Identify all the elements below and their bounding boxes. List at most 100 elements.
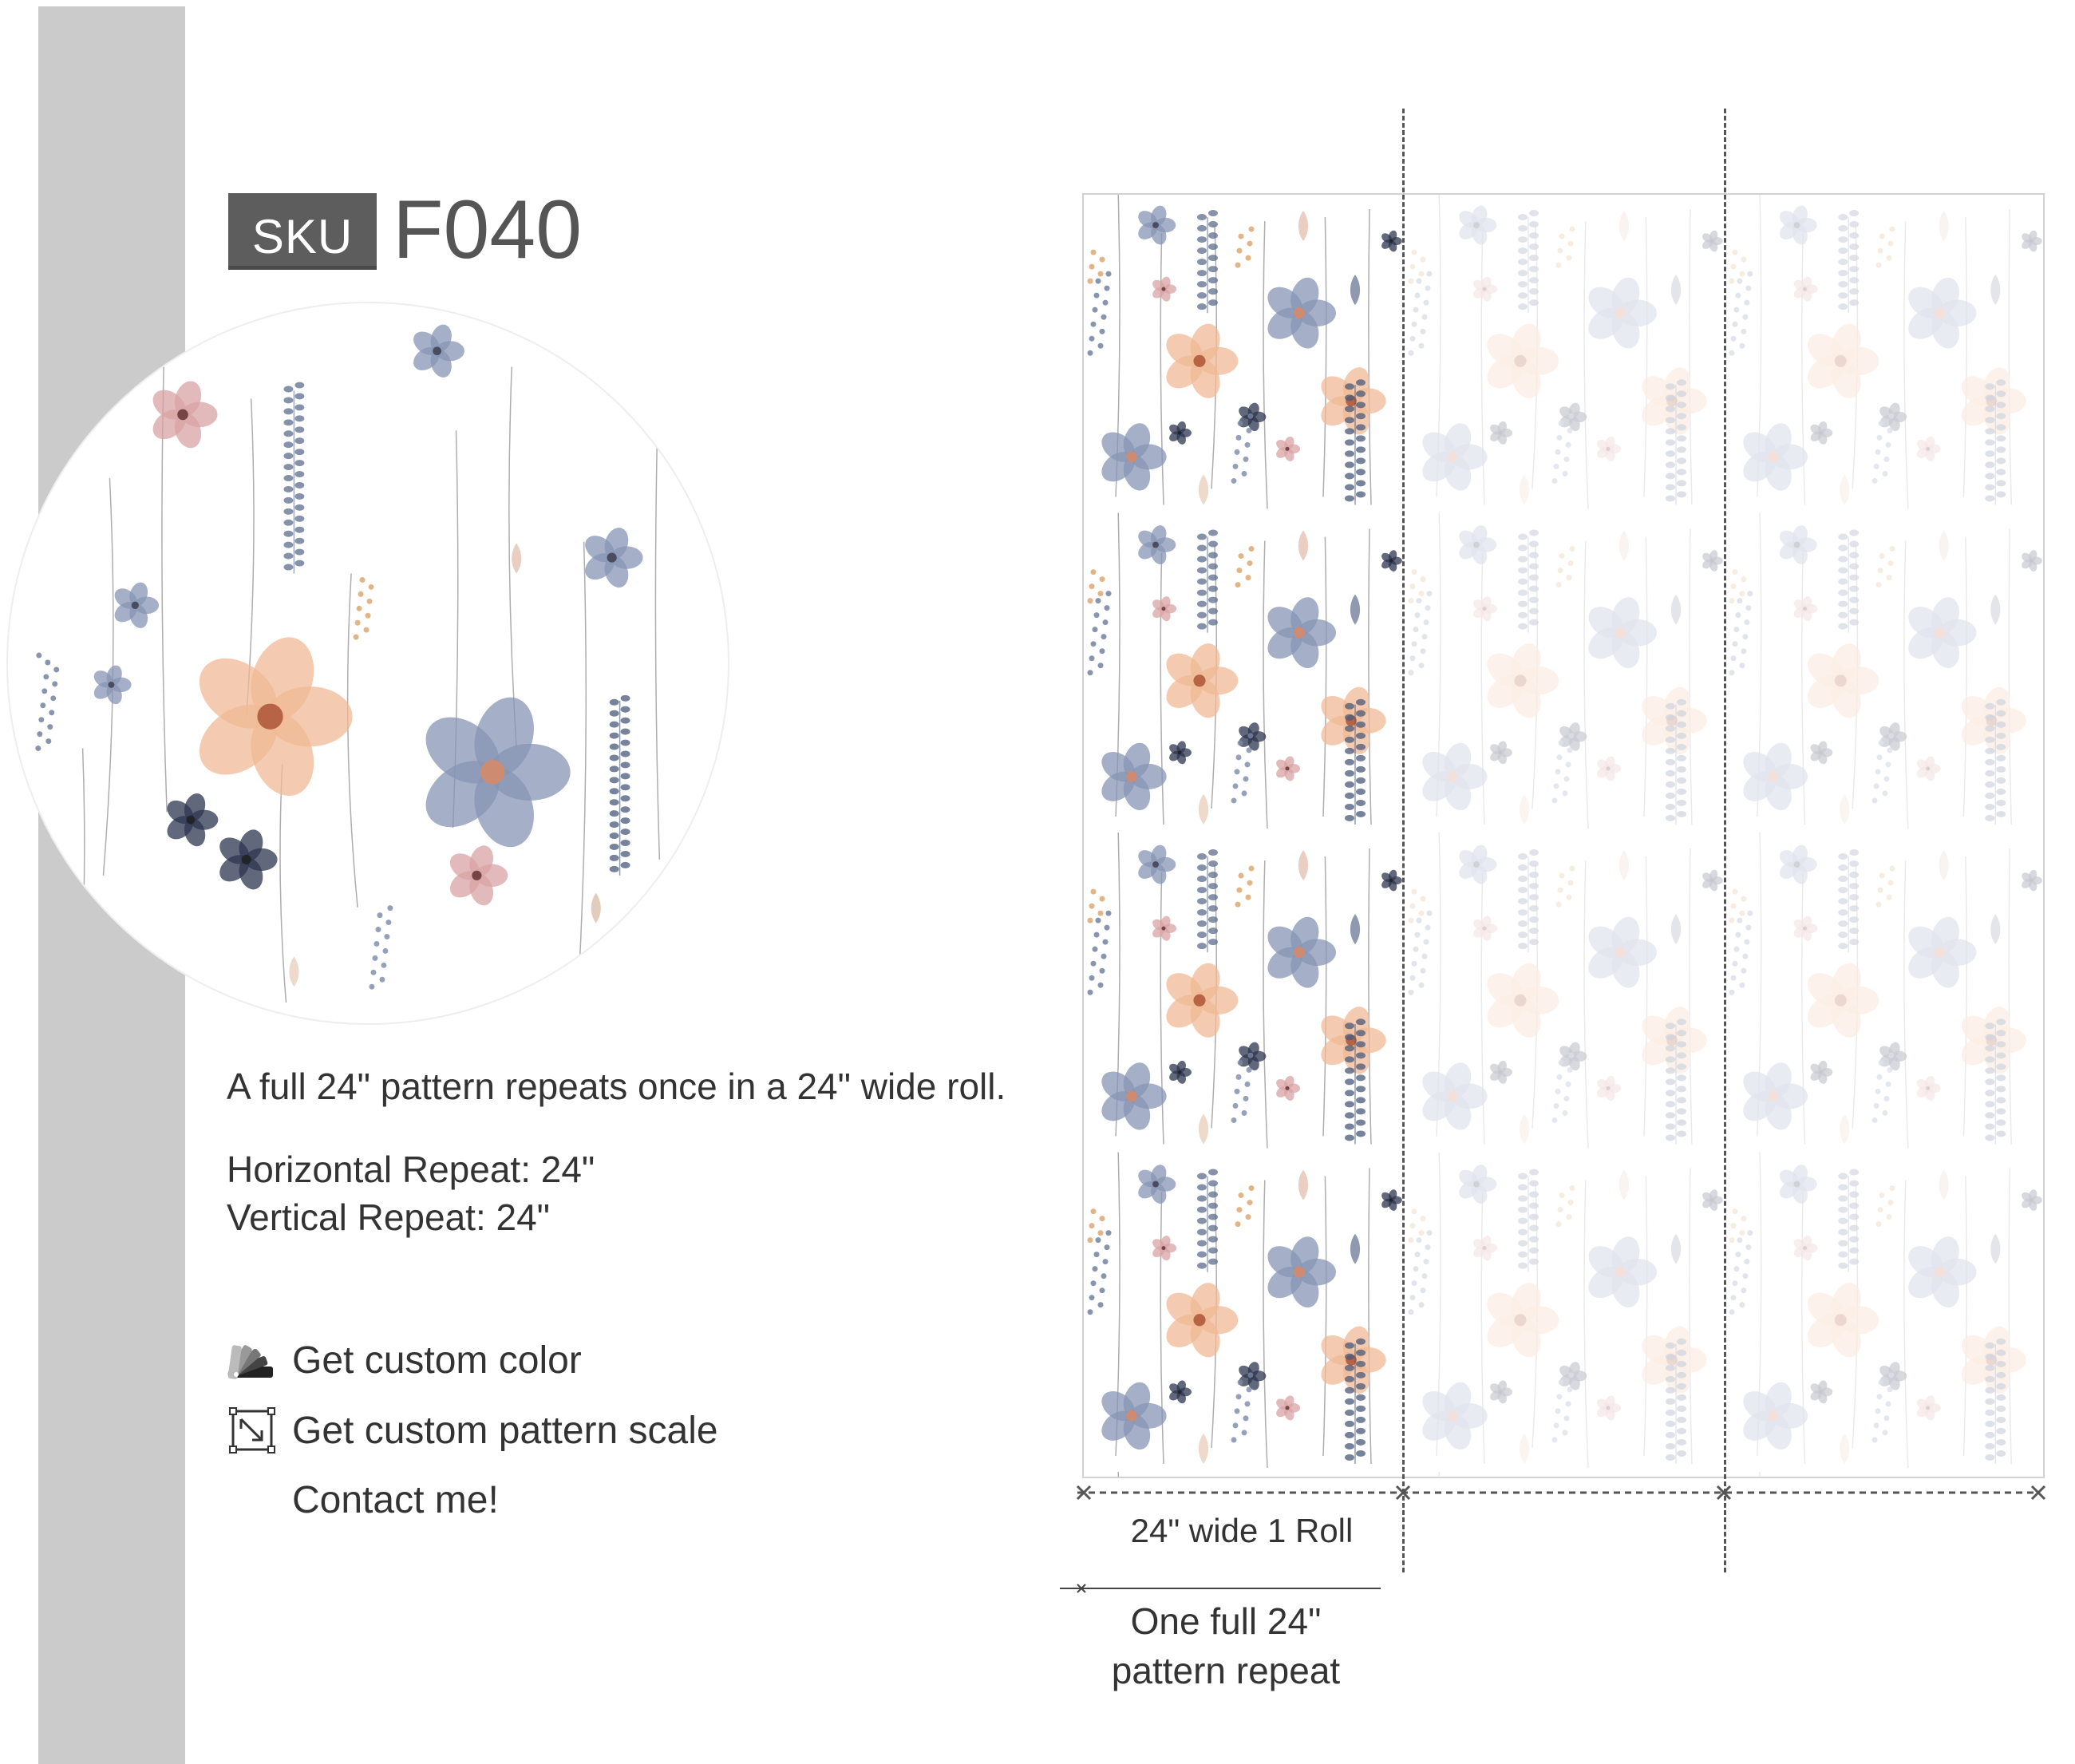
vertical-repeat: Vertical Repeat: 24": [227, 1196, 551, 1238]
bud-motif: [1618, 211, 1630, 242]
bud-motif: [1198, 1433, 1209, 1464]
berry-cluster-motif: [1408, 271, 1433, 356]
flower-motif: [1916, 1075, 1941, 1101]
berry-cluster-motif: [1408, 569, 1426, 604]
flower-motif: [1276, 756, 1301, 781]
flower-motif: [1743, 423, 1808, 491]
berry-cluster-motif: [1871, 1372, 1895, 1443]
flower-motif: [1276, 1395, 1301, 1421]
pattern-repeat-label-line2: pattern repeat: [1111, 1650, 1341, 1691]
flower-motif: [1702, 230, 1723, 252]
roll-divider-2: [1724, 109, 1726, 1572]
bud-motif: [1939, 211, 1949, 242]
bud-motif: [1298, 530, 1309, 561]
flower-motif: [1807, 323, 1879, 398]
flower-motif: [1422, 1382, 1488, 1450]
flower-motif: [1879, 1362, 1907, 1390]
flower-motif: [1487, 323, 1559, 398]
flower-motif: [1879, 402, 1907, 432]
leaf-sprig-motif: [1838, 529, 1860, 633]
berry-cluster-motif: [1087, 888, 1105, 924]
bud-motif: [1618, 850, 1630, 881]
berry-cluster-motif: [1231, 1372, 1254, 1443]
flower-motif: [1138, 844, 1176, 884]
contact-link[interactable]: Contact me!: [292, 1478, 499, 1522]
flower-motif: [1101, 1062, 1167, 1130]
berry-cluster-motif: [1231, 733, 1254, 804]
berry-cluster-motif: [1551, 413, 1575, 484]
flower-motif: [1490, 741, 1512, 765]
flower-motif: [1642, 1326, 1707, 1394]
bud-motif: [1298, 850, 1309, 881]
flower-motif: [1908, 597, 1977, 669]
flower-motif: [1779, 844, 1817, 884]
flower-motif: [1169, 1060, 1192, 1084]
bud-motif: [1350, 914, 1361, 945]
flower-motif: [413, 324, 464, 378]
flower-motif: [1779, 525, 1817, 564]
leaf-sprig-motif: [1666, 1338, 1686, 1464]
flower-motif: [1487, 1283, 1559, 1358]
flower-motif: [1381, 230, 1402, 252]
leaf-sprig-motif: [1985, 379, 2006, 505]
flower-motif: [1588, 277, 1657, 349]
flower-motif: [1166, 1283, 1239, 1358]
berry-cluster-motif: [1087, 569, 1105, 604]
flower-motif: [1793, 596, 1818, 622]
flower-motif: [1152, 1236, 1177, 1261]
flower-motif: [1807, 643, 1879, 718]
bud-motif: [1618, 530, 1630, 561]
bud-motif: [1198, 1113, 1209, 1145]
flower-motif: [1743, 1062, 1808, 1130]
leaf-sprig-motif: [1345, 1338, 1366, 1464]
flower-motif: [1559, 1362, 1587, 1390]
flower-motif: [1559, 722, 1587, 751]
flower-motif: [1381, 1189, 1402, 1211]
color-swatch-fan-icon: [227, 1335, 278, 1386]
bud-motif: [512, 543, 522, 574]
berry-cluster-motif: [1729, 591, 1753, 676]
flower-motif: [199, 637, 353, 797]
horizontal-repeat: Horizontal Repeat: 24": [227, 1149, 595, 1190]
flower-motif: [167, 793, 219, 847]
flower-motif: [1961, 367, 2026, 435]
roll-width-label: 24" wide 1 Roll: [1130, 1512, 1354, 1549]
bud-motif: [1670, 914, 1682, 945]
bud-motif: [1670, 275, 1682, 306]
flower-motif: [1152, 596, 1177, 622]
flower-motif: [1166, 963, 1239, 1038]
berry-cluster-motif: [1408, 591, 1433, 676]
flower-motif: [1473, 1236, 1498, 1261]
flower-motif: [1101, 423, 1167, 491]
berry-cluster-motif: [369, 905, 393, 990]
flower-motif: [1908, 916, 1977, 988]
berry-cluster-motif: [1087, 271, 1112, 356]
flower-motif: [1459, 205, 1497, 245]
leaf-sprig-motif: [1838, 210, 1860, 314]
berry-cluster-motif: [1729, 1230, 1753, 1315]
bud-motif: [591, 892, 601, 924]
leaf-sprig-motif: [283, 382, 305, 574]
flower-motif: [1702, 869, 1723, 892]
leaf-sprig-motif: [1518, 210, 1539, 314]
flower-motif: [1267, 916, 1336, 988]
flower-motif: [1588, 1236, 1657, 1308]
berry-cluster-motif: [1729, 271, 1753, 356]
bud-motif: [1990, 1233, 2001, 1264]
bud-motif: [1519, 1433, 1530, 1464]
roll-panel-3-preview: [1725, 193, 2045, 1478]
flower-motif: [1487, 643, 1559, 718]
flower-motif: [1916, 436, 1941, 461]
custom-scale-link[interactable]: Get custom pattern scale: [227, 1405, 718, 1456]
custom-color-link[interactable]: Get custom color: [227, 1335, 582, 1386]
flower-motif: [1239, 1042, 1267, 1071]
flower-motif: [449, 845, 508, 906]
leaf-sprig-motif: [1666, 379, 1686, 505]
bud-motif: [1198, 793, 1209, 825]
flower-motif: [1908, 277, 1977, 349]
leaf-sprig-motif: [1345, 379, 1366, 505]
flower-motif: [152, 381, 218, 449]
leaf-sprig-motif: [1345, 1018, 1366, 1145]
roll-panel-2-preview: [1405, 193, 1725, 1478]
bud-motif: [1350, 594, 1361, 625]
